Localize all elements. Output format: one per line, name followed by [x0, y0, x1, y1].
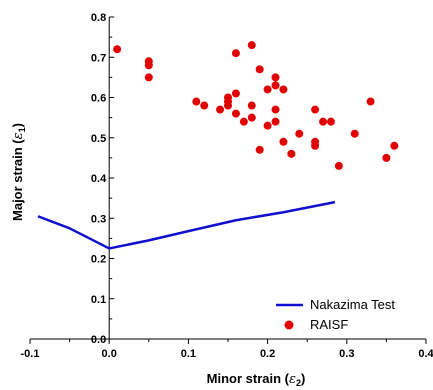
y-tick-label: 0.5 — [91, 133, 106, 145]
x-tick-label: -0.1 — [21, 348, 40, 360]
y-tick-label: 0.8 — [91, 12, 106, 24]
raisf-point — [231, 49, 240, 58]
y-tick-label: 0.0 — [91, 334, 106, 346]
axes — [30, 17, 426, 340]
x-tick-label: 0.2 — [260, 348, 275, 360]
legend-label-raisf: RAISF — [310, 317, 348, 332]
raisf-point — [113, 45, 122, 54]
raisf-point — [311, 141, 320, 150]
raisf-point — [295, 129, 304, 138]
y-axis-ticks: 0.0 0.1 0.2 0.3 0.4 0.5 0.6 0.7 0.8 — [91, 12, 115, 346]
x-axis-title: Minor strain (ε2) — [207, 371, 306, 388]
raisf-point — [247, 113, 256, 122]
y-tick-label: 0.6 — [91, 93, 106, 105]
raisf-point — [192, 97, 201, 106]
raisf-point — [144, 61, 153, 70]
y-tick-label: 0.3 — [91, 213, 106, 225]
raisf-point — [271, 105, 280, 114]
raisf-point — [382, 153, 391, 162]
nakazima-line — [37, 200, 336, 250]
x-tick-label: 0.0 — [102, 348, 117, 360]
y-tick-label: 0.2 — [91, 254, 106, 266]
raisf-point — [144, 73, 153, 82]
raisf-point — [224, 101, 232, 110]
legend-dot-swatch — [284, 320, 294, 330]
raisf-point — [271, 81, 280, 90]
x-tick-label: 0.3 — [339, 348, 354, 360]
raisf-point — [287, 149, 296, 158]
raisf-point — [271, 117, 280, 126]
x-axis-ticks: -0.1 0.0 0.1 0.2 0.3 0.4 — [21, 339, 433, 360]
y-tick-label: 0.1 — [91, 294, 106, 306]
raisf-point — [247, 41, 256, 50]
raisf-point — [216, 105, 225, 114]
raisf-point — [279, 85, 288, 94]
raisf-point — [334, 161, 343, 170]
raisf-point — [319, 117, 328, 126]
y-tick-label: 0.4 — [91, 173, 107, 185]
raisf-point — [366, 97, 375, 106]
series-layer — [37, 41, 399, 250]
raisf-point — [255, 65, 264, 74]
raisf-point — [350, 129, 359, 138]
raisf-point — [311, 105, 320, 114]
raisf-point — [279, 137, 288, 146]
raisf-point — [390, 141, 399, 150]
raisf-point — [263, 121, 272, 130]
y-axis-title: Major strain (ε1) — [10, 123, 27, 221]
x-tick-label: 0.1 — [181, 348, 196, 360]
raisf-point — [326, 117, 335, 126]
raisf-point — [247, 101, 256, 110]
raisf-point — [263, 85, 272, 94]
raisf-point — [231, 89, 240, 98]
raisf-point — [239, 117, 248, 126]
raisf-point — [271, 73, 280, 82]
raisf-point — [200, 101, 209, 110]
raisf-point — [255, 145, 264, 154]
raisf-point — [231, 109, 240, 118]
legend: Nakazima Test RAISF — [276, 297, 395, 332]
x-tick-label: 0.4 — [418, 348, 433, 360]
legend-label-nakazima: Nakazima Test — [310, 297, 395, 312]
y-tick-label: 0.7 — [91, 52, 106, 64]
